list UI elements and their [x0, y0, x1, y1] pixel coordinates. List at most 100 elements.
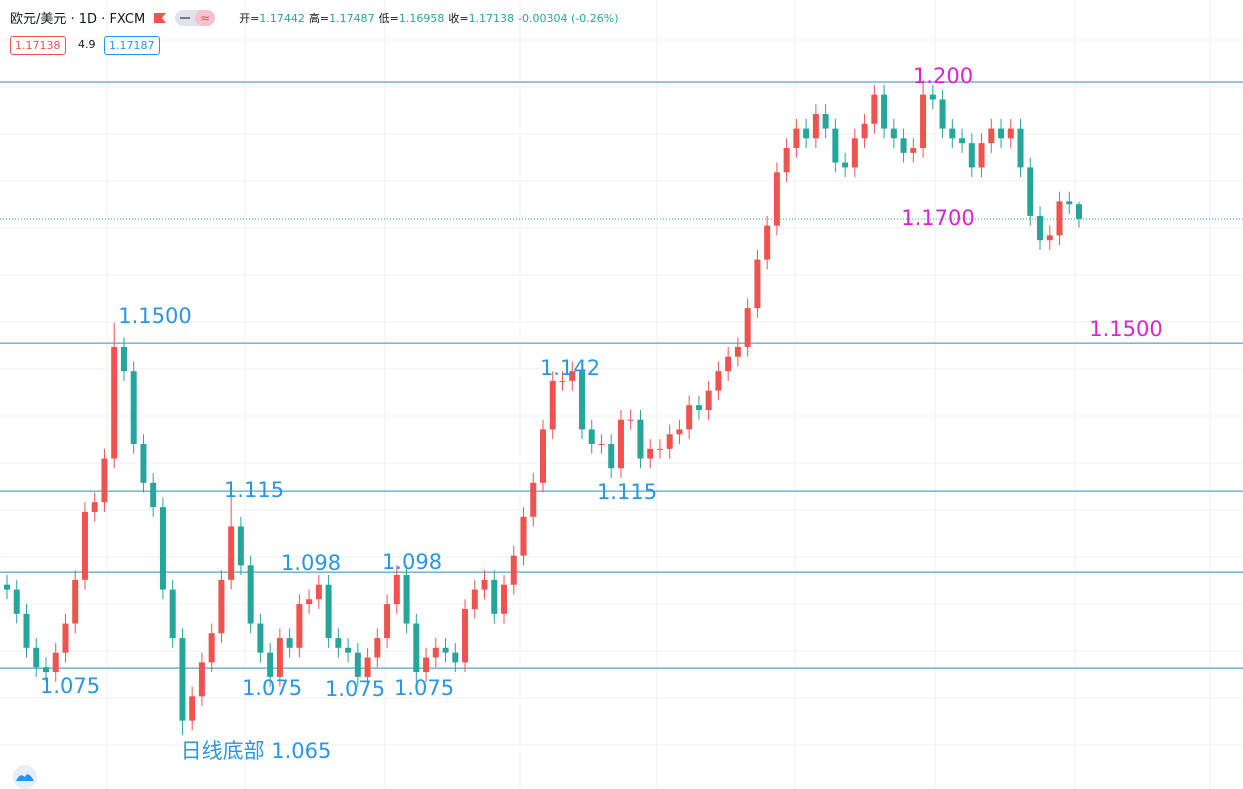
symbol[interactable]: 欧元/美元 · 1D · FXCM [10, 12, 146, 27]
candle-body [540, 429, 546, 483]
annotation: 1.1700 [901, 206, 974, 230]
candle-body [890, 128, 897, 139]
candle-body [286, 638, 293, 648]
candle-body [783, 147, 790, 173]
candle-body [647, 448, 654, 459]
candle-body [13, 589, 20, 614]
toggle[interactable]: ≈ [175, 9, 216, 26]
candle-body [296, 604, 303, 648]
candle-body [315, 584, 322, 600]
annotation: 1.075 [40, 674, 100, 698]
candle-body [267, 652, 274, 677]
ohlc-label: 开= [239, 11, 260, 25]
candle-body [695, 405, 702, 411]
candle-body [247, 565, 254, 624]
candle-body [627, 419, 634, 421]
candle-body [335, 638, 342, 648]
candle-body [306, 599, 313, 605]
ohlc-label: 收= [448, 11, 469, 25]
ohlc-value: 1.16958 [398, 11, 445, 25]
candle-body [549, 380, 556, 430]
candle-body [900, 138, 907, 153]
logo-mark [16, 774, 34, 781]
candle-body [676, 429, 683, 435]
candle-body [773, 172, 780, 226]
candle-body [1007, 128, 1014, 139]
candle-body [364, 657, 371, 677]
candle-body [432, 647, 439, 658]
flag-icon[interactable] [153, 12, 167, 24]
candle-body [481, 579, 488, 590]
candle-body [81, 511, 88, 580]
annotation: 1.1500 [118, 304, 191, 328]
candle-body [325, 584, 332, 639]
ohlc-label: 低= [378, 11, 399, 25]
annotation: 1.075 [394, 676, 454, 700]
candle-body [179, 638, 186, 721]
candle-body [725, 356, 732, 372]
annotation: 1.200 [913, 64, 973, 88]
candle-body [861, 123, 868, 139]
bid-box[interactable]: 1.17138 [10, 36, 66, 55]
candle-body [803, 128, 810, 139]
candle-body [939, 99, 946, 129]
candle-body [237, 526, 244, 566]
candle-body [257, 623, 264, 653]
candle-body [218, 579, 225, 634]
candle-body [530, 482, 537, 517]
candle-body [4, 584, 10, 590]
candle-body [403, 575, 410, 624]
candle-body [705, 390, 712, 411]
candle-body [744, 308, 751, 347]
candle-body [413, 623, 420, 673]
candle-body [920, 94, 927, 148]
candle-body [959, 138, 966, 144]
candle-body [354, 652, 361, 677]
candle-body [140, 443, 147, 483]
ask-box[interactable]: 1.17187 [104, 36, 160, 55]
annotation: 1.115 [224, 478, 284, 502]
candle-body [851, 138, 858, 168]
candle-body [968, 143, 975, 168]
candle-body [423, 657, 430, 673]
candle-body [1037, 215, 1044, 241]
annotation: 1.098 [382, 550, 442, 574]
ohlc-label: 高= [308, 11, 330, 25]
candle-body [686, 405, 693, 430]
candle-body [754, 259, 761, 309]
candle-body [501, 584, 508, 614]
candle-body [452, 652, 459, 663]
candle-body [617, 419, 624, 469]
candle-body [559, 380, 566, 382]
candle-body [764, 225, 771, 260]
candle-body [832, 128, 839, 163]
candle-body [442, 647, 449, 653]
candle-body [1076, 204, 1082, 219]
candle-body [881, 94, 888, 129]
change: -0.00304 (-0.26%) [518, 11, 619, 25]
candle-body [491, 579, 498, 614]
candle-body [608, 443, 615, 469]
candle-body [111, 346, 118, 459]
annotation: 日线底部 1.065 [181, 739, 332, 763]
header: 欧元/美元 · 1D · FXCM ≈ 开=1.17442 高=1.17487 低=… [10, 8, 619, 27]
spread: 4.9 [78, 38, 96, 51]
candle-body [793, 128, 800, 148]
annotation: 1.098 [281, 551, 341, 575]
candle-body [978, 143, 985, 168]
candle-body [929, 94, 936, 100]
candle-body [1027, 167, 1034, 216]
candle-body [520, 516, 527, 556]
ohlc-value: 1.17487 [329, 11, 375, 25]
candle-body [189, 696, 196, 721]
candle-body [578, 371, 585, 430]
candle-body [842, 162, 849, 168]
candle-body [62, 623, 69, 653]
candle-body [598, 443, 605, 445]
candle-body [910, 147, 917, 153]
candle-body [588, 429, 595, 444]
ohlc-value: 1.17138 [468, 11, 515, 25]
